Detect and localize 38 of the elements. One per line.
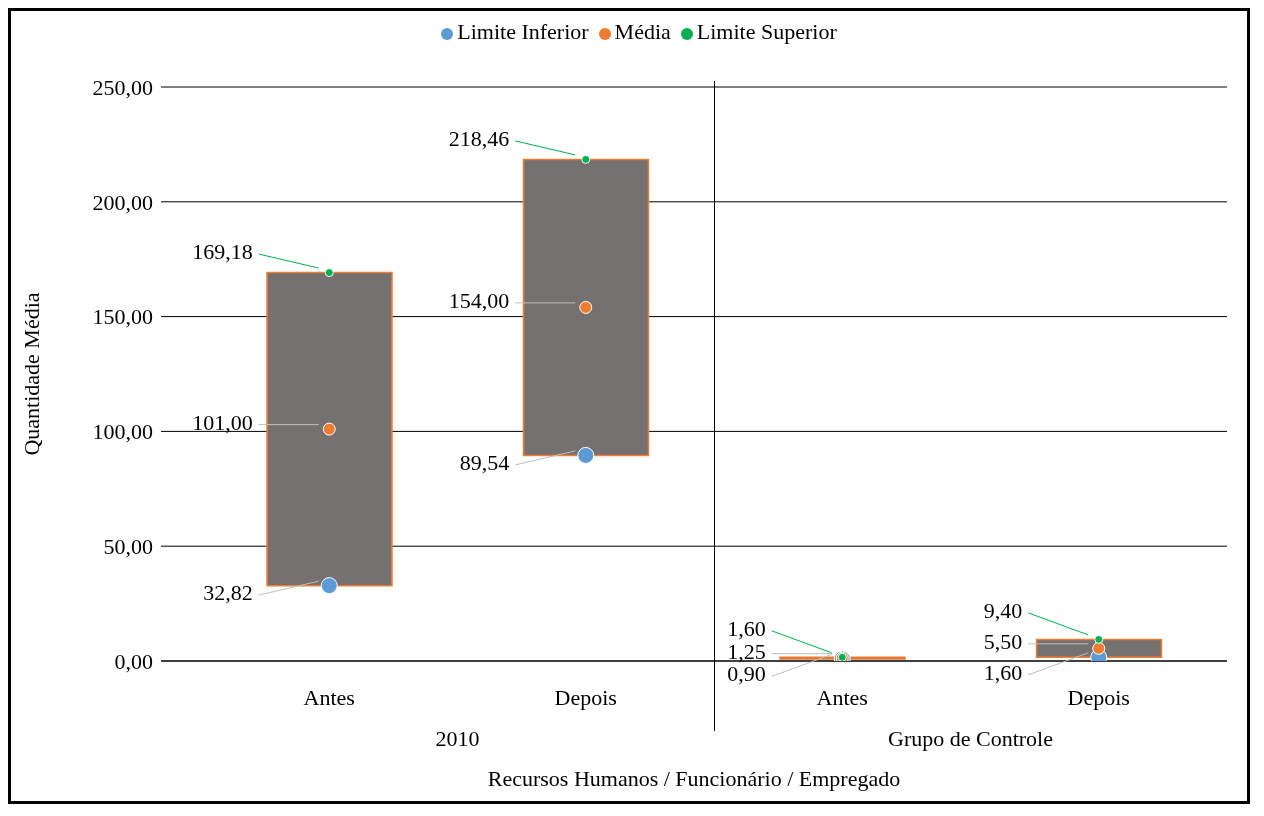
y-tick-label: 0,00 [114,648,153,674]
y-tick-label: 250,00 [92,74,153,100]
y-tick-label: 100,00 [92,419,153,445]
y-tick-label: 200,00 [92,189,153,215]
point [322,422,336,436]
text: Grupo de Controle [887,726,1054,752]
legend-label: Limite Superior [696,19,837,44]
data-label: 169,18 [192,239,253,265]
data-label: 1,60 [983,659,1023,685]
bar [522,158,650,457]
data-label: 0,90 [727,661,766,687]
legend-label: Limite Inferior [457,19,589,44]
y-tick-label: 50,00 [103,534,153,560]
data-label: 9,40 [983,597,1023,623]
x-tick-label: Antes [816,684,868,710]
data-label: 5,50 [983,628,1023,654]
point [1094,634,1104,644]
x-tick-label: Antes [303,684,355,710]
x-tick-label: Depois [554,684,617,710]
data-label: 32,82 [203,580,253,606]
data-label: 101,00 [192,409,253,435]
text: 2010 [434,726,481,752]
point [324,268,334,278]
data-label: 218,46 [448,125,510,151]
data-label: 1,60 [727,615,766,641]
bar [266,271,393,587]
x-axis-title: Recursos Humanos / Funcionário / Empregado [487,766,901,791]
point [320,577,338,595]
y-axis-title: Quantidade Média [18,292,44,456]
data-label: 89,54 [459,449,510,475]
y-tick-label: 150,00 [92,304,153,330]
data-label: 154,00 [448,287,510,313]
point [577,446,595,464]
point [1092,641,1106,655]
point [581,154,591,164]
point [579,300,593,314]
x-tick-label: Depois [1067,684,1130,710]
legend-label: Média [614,19,671,44]
